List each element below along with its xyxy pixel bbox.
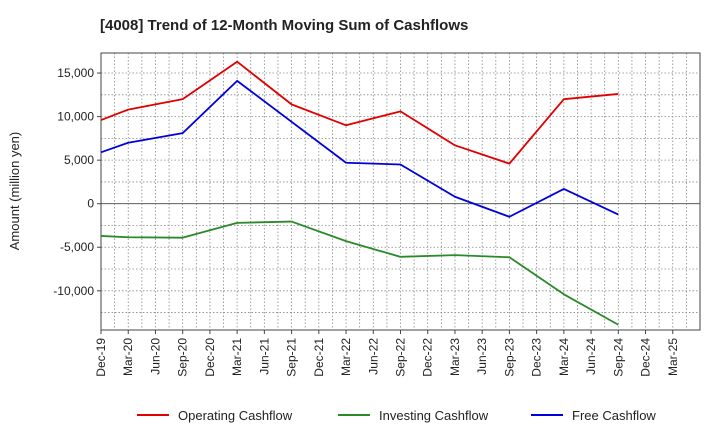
- x-tick-label: Jun-22: [366, 338, 380, 375]
- legend-label: Investing Cashflow: [379, 408, 489, 423]
- x-tick-label: Mar-22: [339, 338, 353, 376]
- y-axis-label: Amount (million yen): [7, 132, 22, 251]
- series-line-investing-cashflow: [100, 220, 619, 326]
- axis-layer: 15,000 10,000 5,000 0 -5,000 -10,000 Dec-19 Mar…: [53, 52, 701, 377]
- x-tick-label: Mar-24: [557, 338, 571, 376]
- series-line-operating-cashflow: [100, 60, 619, 165]
- x-tick-label: Mar-25: [666, 338, 680, 376]
- legend-label: Operating Cashflow: [178, 408, 293, 423]
- series-line-free-cashflow: [100, 79, 619, 218]
- x-tick-label: Sep-24: [611, 338, 625, 377]
- x-tick-label: Jun-21: [257, 338, 271, 375]
- legend: Operating Cashflow Investing Cashflow Free…: [137, 408, 656, 423]
- x-tick-label: Dec-24: [639, 338, 653, 377]
- y-tick-label: 15,000: [57, 66, 94, 80]
- x-tick-label: Sep-20: [176, 338, 190, 377]
- x-tick-label: Sep-22: [394, 338, 408, 377]
- x-tick-label: Dec-21: [312, 338, 326, 377]
- x-tick-label: Jun-23: [475, 338, 489, 375]
- chart-title: [4008] Trend of 12-Month Moving Sum of C…: [100, 17, 468, 34]
- x-tick-label: Jun-20: [148, 338, 162, 375]
- legend-label: Free Cashflow: [572, 408, 656, 423]
- x-tick-label: Dec-19: [94, 338, 108, 377]
- x-tick-label: Sep-21: [285, 338, 299, 377]
- y-tick-label: 10,000: [57, 110, 94, 124]
- y-tick-label: -5,000: [60, 240, 94, 254]
- series-layer: [100, 60, 619, 326]
- x-tick-label: Mar-21: [230, 338, 244, 376]
- x-tick-label: Sep-23: [502, 338, 516, 377]
- y-tick-label: -10,000: [53, 284, 94, 298]
- x-tick-label: Mar-23: [448, 338, 462, 376]
- y-tick-label: 5,000: [64, 153, 94, 167]
- grid-layer: [100, 53, 700, 330]
- x-tick-label: Dec-22: [421, 338, 435, 377]
- x-tick-label: Mar-20: [121, 338, 135, 376]
- x-tick-label: Jun-24: [584, 338, 598, 375]
- x-tick-label: Dec-23: [530, 338, 544, 377]
- y-tick-label: 0: [87, 197, 94, 211]
- x-tick-label: Dec-20: [203, 338, 217, 377]
